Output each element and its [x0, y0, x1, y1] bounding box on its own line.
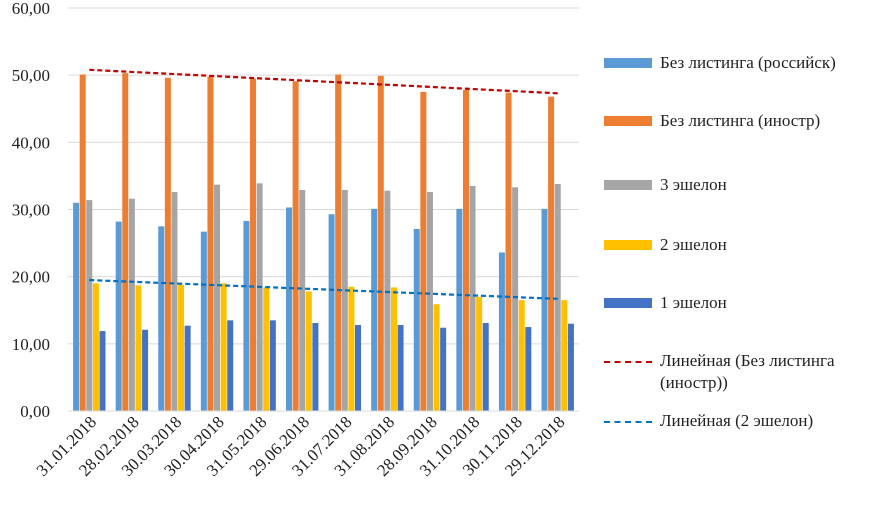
bar-s0-c3 [200, 231, 207, 411]
bar-s3-c1 [135, 285, 142, 411]
legend-label-trend-2-eshelon: Линейная (2 эшелон) [660, 411, 814, 430]
bar-s3-c0 [92, 283, 99, 411]
bar-s1-c2 [164, 77, 171, 411]
y-tick-label: 10,00 [12, 335, 50, 354]
bar-s2-c10 [512, 187, 519, 411]
legend-label-trend-inostr: Линейная (Без листинга (иностр)) [660, 351, 835, 392]
bar-s4-c11 [567, 323, 574, 411]
legend-label-1-eshelon: 1 эшелон [660, 293, 727, 312]
bar-s1-c4 [250, 78, 257, 412]
bar-s2-c5 [299, 190, 306, 411]
bar-s0-c9 [456, 208, 463, 411]
legend-item-1-eshelon: 1 эшелон [604, 292, 887, 314]
legend-label-2-eshelon: 2 эшелон [660, 235, 727, 254]
x-axis-ticks: 31.01.201828.02.201830.03.201830.04.2018… [33, 412, 569, 480]
legend-item-bez-listinga-ross: Без листинга (российск) [604, 52, 887, 74]
bar-s2-c1 [128, 198, 135, 411]
bar-s2-c6 [341, 190, 348, 411]
bar-s4-c3 [227, 320, 234, 411]
bar-s4-c1 [142, 329, 149, 411]
y-tick-label: 60,00 [12, 0, 50, 18]
bar-s3-c8 [433, 304, 440, 411]
bar-s3-c11 [561, 300, 568, 411]
legend-label-bez-listinga-inostr: Без листинга (иностр) [660, 111, 821, 130]
legend-label-bez-listinga-ross: Без листинга (российск) [660, 53, 836, 72]
bar-s4-c8 [440, 327, 447, 411]
y-tick-label: 20,00 [12, 268, 50, 287]
y-tick-label: 50,00 [12, 66, 50, 85]
bar-s2-c9 [469, 185, 476, 411]
bar-s0-c4 [243, 220, 250, 411]
legend-line-trend-inostr [604, 361, 652, 363]
legend-item-trend-inostr: Линейная (Без листинга (иностр)) [604, 350, 887, 394]
legend-swatch-bez-listinga-inostr [604, 116, 652, 126]
bar-s1-c9 [462, 89, 469, 412]
bar-s3-c9 [476, 296, 483, 411]
bar-s0-c10 [498, 252, 505, 411]
bar-s4-c9 [482, 323, 489, 411]
bar-s4-c2 [184, 325, 191, 411]
bar-s2-c4 [256, 183, 263, 411]
bar-s0-c5 [286, 207, 293, 411]
legend-item-2-eshelon: 2 эшелон [604, 234, 887, 256]
bar-s0-c11 [541, 208, 548, 411]
bar-s3-c4 [263, 287, 270, 411]
bar-s1-c8 [420, 91, 427, 411]
legend-label-3-eshelon: 3 эшелон [660, 175, 727, 194]
bar-s3-c2 [178, 284, 185, 411]
y-tick-label: 0,00 [20, 402, 50, 421]
bar-s0-c1 [115, 221, 122, 411]
bar-s1-c5 [292, 81, 299, 411]
legend-item-trend-2-eshelon: Линейная (2 эшелон) [604, 410, 887, 432]
bars [73, 73, 574, 412]
bar-s0-c8 [413, 228, 420, 411]
bar-s4-c10 [525, 327, 532, 411]
bar-s2-c11 [554, 183, 561, 411]
legend-item-bez-listinga-inostr: Без листинга (иностр) [604, 110, 887, 132]
legend-item-3-eshelon: 3 эшелон [604, 174, 887, 196]
bar-s1-c11 [548, 96, 555, 411]
bar-s2-c3 [214, 184, 221, 411]
bar-s3-c6 [348, 286, 355, 411]
bar-s4-c0 [99, 331, 106, 411]
bar-s2-c0 [86, 200, 93, 411]
y-tick-label: 40,00 [12, 133, 50, 152]
bar-s3-c5 [305, 291, 312, 411]
bar-s4-c5 [312, 323, 319, 411]
bar-s4-c7 [397, 325, 404, 411]
legend-swatch-2-eshelon [604, 240, 652, 250]
bar-s2-c7 [384, 190, 391, 411]
legend-swatch-1-eshelon [604, 298, 652, 308]
trendline-0 [89, 68, 558, 95]
bar-s3-c10 [518, 300, 525, 411]
bar-s4-c4 [269, 320, 276, 411]
bar-s4-c6 [354, 325, 361, 411]
bar-s0-c6 [328, 214, 335, 411]
y-tick-label: 30,00 [12, 201, 50, 220]
bar-s1-c7 [377, 75, 384, 412]
legend-line-trend-2-eshelon [604, 421, 652, 423]
bar-s1-c1 [122, 73, 129, 411]
bar-s1-c6 [335, 74, 342, 412]
bar-s0-c7 [371, 208, 378, 411]
bar-s1-c10 [505, 92, 512, 411]
bar-s3-c7 [390, 287, 397, 411]
trendlines [89, 68, 558, 300]
bar-s1-c0 [79, 74, 86, 412]
bar-s2-c8 [426, 192, 433, 411]
trendline-1 [89, 278, 558, 300]
gridlines [68, 7, 579, 345]
bar-s2-c2 [171, 192, 178, 411]
legend-swatch-3-eshelon [604, 180, 652, 190]
bar-s3-c3 [220, 283, 227, 411]
bar-s0-c2 [158, 226, 165, 411]
legend-swatch-bez-listinga-ross [604, 58, 652, 68]
bar-s1-c3 [207, 76, 214, 411]
bar-s0-c0 [73, 202, 80, 411]
y-axis-ticks: 0,00 10,00 20,00 30,00 40,00 50,00 60,00 [12, 0, 50, 421]
